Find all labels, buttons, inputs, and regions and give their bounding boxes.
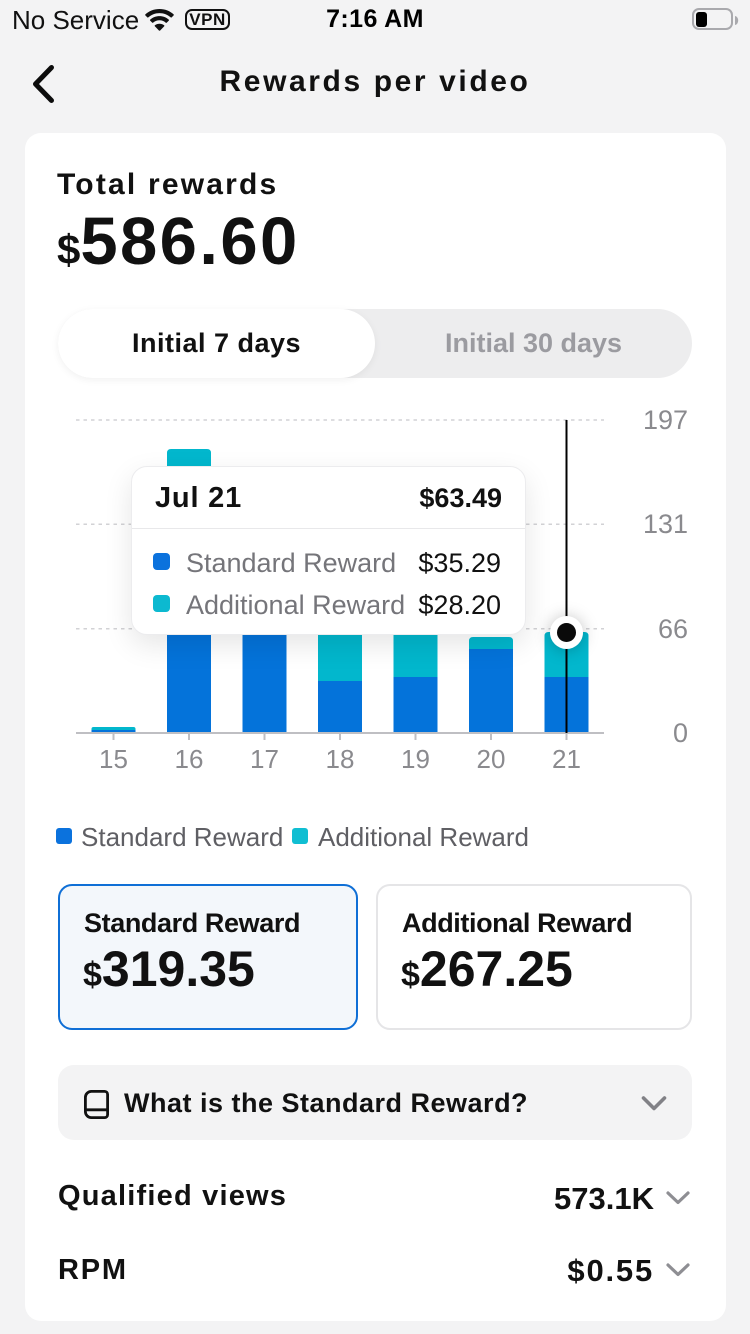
svg-text:197: 197 <box>643 405 688 435</box>
svg-text:17: 17 <box>250 744 279 774</box>
svg-text:131: 131 <box>643 509 688 539</box>
svg-text:18: 18 <box>326 744 355 774</box>
svg-text:19: 19 <box>401 744 430 774</box>
svg-text:66: 66 <box>658 614 688 644</box>
svg-text:20: 20 <box>477 744 506 774</box>
svg-text:15: 15 <box>99 744 128 774</box>
svg-text:16: 16 <box>175 744 204 774</box>
svg-text:21: 21 <box>552 744 581 774</box>
svg-text:0: 0 <box>673 718 688 748</box>
